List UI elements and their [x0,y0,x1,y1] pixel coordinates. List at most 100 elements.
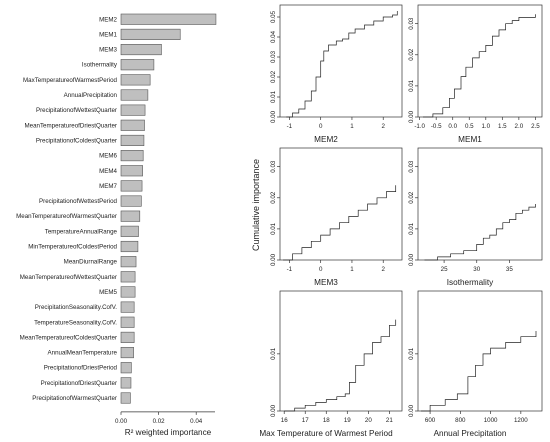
category-label: MEM7 [99,183,117,190]
cumulative-importance-label: Cumulative importance [251,159,261,251]
y-tick-label: 0.02 [408,191,415,204]
panel-frame [417,290,543,412]
x-axis-title: R² weighted importance [125,428,212,437]
bar [120,301,135,313]
category-label: PrecipitationSeasonality.CofV. [35,304,117,311]
panel: 0.00 0.01 0.02 0.03 -1.0 -0.5 0.0 0.5 1.0 1.5 2.0 2… [408,4,543,144]
bar [120,210,141,222]
panel-frame [279,147,403,261]
y-tick-label: 0.02 [408,48,415,61]
bar [120,13,217,25]
category-label: MinTemperatureofColdestPeriod [28,244,117,251]
cumulative-panels: 0.000.010.020.030.040.05-1 0 1 2MEM20.000.0… [259,4,543,438]
category-label: MEM1 [99,31,117,38]
y-tick-label: 0.00 [270,110,277,123]
category-label: PrecipitationofWettestPeriod [39,198,118,205]
x-tick-label: -1 [287,123,293,130]
cumulative-line [284,319,397,412]
y-tick-label: 0.02 [270,70,277,83]
panel-x-label: MEM2 [314,135,338,144]
panel: 0.00 0.01 0.02 0.03 -1 0 1 2 MEM3 [270,147,403,287]
y-tick-label: 0.03 [270,50,277,63]
x-tick-label: 2 [382,123,386,130]
category-label: MeanDiurnalRange [64,259,118,266]
x-tick-label: -1.0 [414,123,425,130]
bar [120,377,132,389]
category-label: MeanTemperatureofWettestQuarter [20,274,117,281]
x-tick-label: 2 [382,266,386,273]
bar [120,195,142,207]
category-label: MEM5 [99,289,117,296]
bar [120,392,131,404]
x-tick-label: -0.5 [431,123,442,130]
category-label: MEM6 [99,153,117,160]
category-label: MaxTemperatureofWarmestPeriod [23,77,118,84]
x-tick-label: 1200 [514,417,528,424]
category-label: PrecipitationofDriestPeriod [44,365,118,372]
bar [120,74,151,86]
x-tick-label: 1 [350,266,354,273]
x-tick-label: -1 [287,266,293,273]
x-tick-label: 0 [319,123,323,130]
cumulative-line [283,185,397,261]
panel-x-label: Max Temperature of Warmest Period [259,429,393,438]
x-tick-label: 800 [455,417,466,424]
y-tick-label: 0.03 [270,160,277,173]
panel: 0.00 0.01 0.02 0.03 25 30 35 Isothermality [408,147,543,287]
x-tick-label: 2.5 [531,123,540,130]
x-tick-label: 35 [506,266,513,273]
bar [120,346,134,359]
panel: 0.00 0.01 600 800 1000 1200 Annual Precipitati… [408,290,543,438]
panel-x-label: Isothermality [447,278,494,287]
x-tick-label: 20 [365,417,372,424]
y-tick-label: 0.00 [270,253,277,266]
y-tick-label: 0.01 [270,347,277,360]
y-tick-label: 0.01 [408,347,415,360]
x-tick-label: 25 [441,266,448,273]
cumulative-line [423,14,536,118]
y-tick-label: 0.01 [270,222,277,235]
panel: 0.00 0.01 16 17 18 19 20 21 Max Temperature of W… [259,290,403,438]
cumulative-line [421,331,537,412]
category-label: AnnualPrecipitation [64,92,118,99]
bar [120,119,145,131]
y-tick-label: 0.03 [408,160,415,173]
bar [120,331,135,343]
y-tick-label: 0.00 [270,404,277,417]
x-tick-label: 0.04 [190,418,203,425]
x-tick-label: 30 [473,266,480,273]
y-tick-label: 0.01 [408,222,415,235]
x-tick-label: 19 [344,417,351,424]
bar [120,104,146,116]
category-label: MEM3 [99,47,117,54]
category-label: AnnualMeanTemperature [48,350,118,357]
bar [120,225,139,237]
panel: 0.00 0.01 0.02 0.03 0.04 0.05 -1 0 1 2 MEM2 [270,4,403,144]
bar [120,240,139,253]
panel-frame [417,4,543,118]
cumulative-line [424,204,536,261]
category-label: MEM4 [99,168,117,175]
x-tick-label: 1.0 [481,123,490,130]
panel-frame [417,147,543,261]
bar-chart: MEM2 MEM1 MEM3 Isothermality MaxTemperatureo… [16,13,217,437]
bar [120,271,136,283]
category-label: MeanTemperatureofDriestQuarter [24,122,117,129]
x-tick-label: 16 [281,417,288,424]
bar [120,59,155,71]
bar [120,362,132,374]
x-tick-label: 18 [323,417,330,424]
category-label: PrecipitationofColdestQuarter [36,137,117,144]
panel-x-label: MEM1 [458,135,482,144]
y-tick-label: 0.01 [408,79,415,92]
category-label: MeanTemperatureofWarmestQuarter [16,213,117,220]
panel-x-label: MEM3 [314,278,338,287]
y-tick-label: 0.00 [408,253,415,266]
x-tick-label: 1000 [484,417,498,424]
bar [120,316,135,328]
x-tick-label: 1 [350,123,354,130]
bar [120,28,181,40]
category-label: PrecipitationofDriestQuarter [41,380,117,387]
x-tick-label: 600 [425,417,436,424]
